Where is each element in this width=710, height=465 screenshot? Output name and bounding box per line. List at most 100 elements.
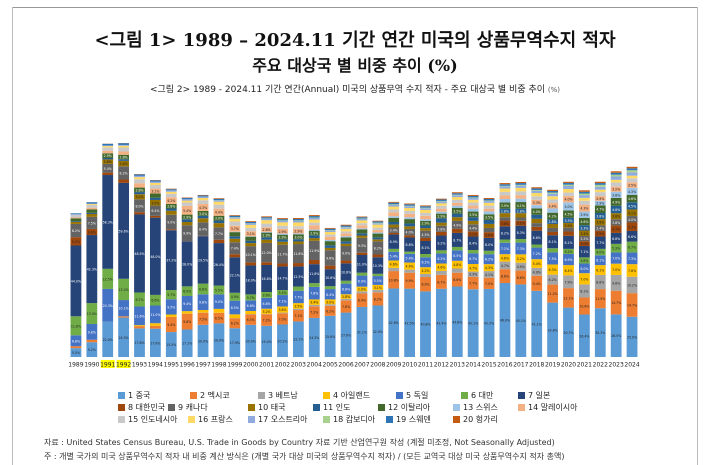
bar-segment (420, 215, 431, 220)
data-label: 8.9% (421, 283, 429, 287)
bar-segment (499, 186, 511, 189)
bar-segment (626, 293, 638, 317)
bar-segment (578, 195, 590, 198)
bar-segment (547, 252, 559, 265)
bar-segment (197, 324, 209, 357)
x-tick-label: 2004 (307, 362, 322, 369)
legend-label: 4 아일랜드 (333, 391, 371, 400)
bar-segment (261, 237, 273, 240)
x-tick-label: 2018 (529, 362, 544, 369)
bar-segment (404, 272, 416, 289)
bar-segment (181, 313, 193, 330)
data-label: 7.7% (215, 232, 223, 236)
bar-segment (340, 236, 352, 238)
data-label: 9.4% (167, 323, 175, 327)
bar-segment (245, 236, 257, 241)
bar-segment (308, 283, 320, 287)
bar-segment (165, 193, 177, 198)
bar-segment (499, 202, 511, 209)
data-label: 2.9% (596, 197, 604, 201)
bar-segment (467, 271, 479, 277)
bar-segment (547, 190, 559, 193)
bar-segment (404, 205, 416, 207)
bar-segment (197, 312, 209, 325)
bar-stack-2017: 45.1% 8.6% 4.9% 5.2% 7.3% 8.3% 3.1% 2.8%4.1% (515, 181, 527, 357)
bar-segment (292, 233, 304, 235)
bar-segment (86, 212, 98, 214)
bar-segment (149, 323, 161, 326)
bar-segment (578, 263, 590, 274)
data-label: 10.2% (627, 283, 637, 287)
x-tick-label: 2002 (275, 362, 290, 369)
bar-stack-2022: 30.3% 11.9% 8.8% 6.1% 6.1% 4.0% 7.7% 3.5%3.4% 3.… (594, 181, 606, 357)
bar-segment (324, 240, 336, 242)
data-label: 4.9% (533, 270, 541, 274)
data-label: 20.3% (103, 304, 113, 308)
bar-segment (404, 210, 416, 214)
bar-segment (420, 205, 431, 207)
bar-segment (420, 230, 431, 238)
bar-segment (102, 288, 114, 322)
legend-swatch (188, 416, 195, 423)
bar-segment (181, 241, 193, 287)
data-label: 4.1% (628, 211, 636, 215)
data-label: 6.1% (596, 269, 604, 273)
bar-segment (483, 211, 495, 215)
data-label: 8.7% (437, 280, 445, 284)
bar-segment (420, 291, 431, 357)
bar-segment (229, 318, 241, 329)
data-label: 8.0% (135, 204, 143, 208)
bar-segment (547, 264, 559, 275)
legend-item: 9 캐나다 (168, 402, 208, 413)
bar-segment (404, 251, 416, 254)
bar-segment (197, 198, 209, 201)
bar-stack-2010: 42.5% 9.9% 4.4% 5.4% 8.8% 4.0% (404, 203, 416, 357)
bar-segment (261, 264, 273, 292)
bar-segment (594, 236, 606, 249)
bar-segment (626, 231, 638, 242)
bar-segment (134, 212, 145, 215)
data-label: 4.9% (517, 265, 525, 269)
bar-stack-2023: 26.5%14.7%9.8%7.0%7.0%5.3%6.8%4.7%3.8%3.… (610, 171, 622, 357)
bar-segment (356, 306, 368, 357)
bar-segment (515, 239, 527, 243)
bar-stack-2002: 20.2% 7.0% 3.8% 7.1% 3.1% 14.7% 11.7% 2.9% 2.9% (277, 218, 288, 357)
legend-label: 7 일본 (528, 391, 551, 400)
data-label: 6.6% (199, 287, 207, 291)
data-label: 2.9% (278, 230, 286, 234)
bar-stack-2001: 19.4% 7.2% 3.2% 6.8% 3.6% 16.8% 12.0% 2.9%2.8% (261, 216, 273, 357)
data-label: 7.5% (199, 317, 207, 321)
bar-segment (578, 190, 590, 192)
bar-segment (420, 207, 431, 209)
bar-segment (149, 181, 161, 183)
x-tick-label: 1990 (84, 362, 99, 369)
bar-segment (340, 245, 352, 261)
data-label: 45.1% (516, 319, 526, 323)
bar-segment (420, 219, 431, 221)
data-label: 42.4% (436, 321, 446, 325)
data-label: 3.0% (326, 300, 334, 304)
x-tick-label: 1995 (164, 362, 179, 369)
bar-segment (451, 205, 463, 208)
bar-segment (547, 212, 559, 220)
legend-label: 13 스위스 (463, 403, 498, 412)
bar-segment (149, 185, 161, 189)
bar-segment (610, 174, 622, 177)
x-tick-label: 1998 (211, 362, 226, 369)
bar-segment (118, 317, 130, 357)
bar-segment (134, 179, 145, 184)
bar-segment (86, 303, 98, 325)
bar-stack-2004: 24.3% 7.2% 3.4% 7.8% 11.8% 11.9% 2.9% (308, 215, 320, 357)
data-label: 4.6% (628, 197, 636, 201)
data-label: 26.5% (611, 334, 621, 338)
bar-stack-2015: 42.3% 7.0% 4.1% 4.3% 6.2% 8.0% 3.6% 3.5% (483, 198, 495, 357)
data-label: 10.8% (389, 278, 399, 282)
bar-segment (388, 288, 400, 357)
data-label: 11.2% (548, 292, 558, 296)
bar-segment (451, 208, 463, 214)
bar-segment (229, 218, 241, 222)
bar-segment (467, 205, 479, 209)
x-tick-label: 2015 (481, 362, 496, 369)
bar-segment (149, 199, 161, 206)
bar-segment (292, 220, 304, 223)
